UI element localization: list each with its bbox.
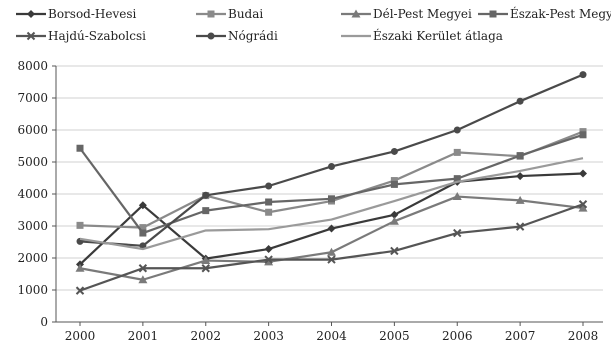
y-tick-label: 6000 [17,123,48,137]
data-point [390,147,398,155]
x-tick-label: 2006 [442,329,473,343]
y-tick-label: 4000 [17,187,48,201]
legend-label: Borsod-Hevesi [48,7,137,21]
data-point [327,224,336,233]
y-tick-label: 7000 [17,91,48,105]
data-point [138,264,148,273]
x-axis-ticks: 2000 2001 2002 2003 2004 2005 2006 2007 2008 [65,322,599,343]
series-4 [75,200,588,295]
data-point [453,148,461,156]
legend-entry: Északi Kerület átlaga [341,28,503,43]
series-5 [76,71,587,250]
legend-entry: Borsod-Hevesi [16,7,137,21]
series-2 [75,192,588,284]
legend-label: Nógrádi [228,29,278,43]
data-point [389,216,399,225]
y-tick-label: 0 [40,315,48,329]
data-point [453,126,461,134]
legend-entry: Dél-Pest Megyei [341,7,472,21]
legend-label: Hajdú-Szabolcsi [48,29,146,43]
data-point [516,172,525,181]
data-point [76,144,84,152]
y-tick-label: 2000 [17,251,48,265]
legend-entry: Nógrádi [196,29,278,43]
data-point [75,286,85,295]
gridlines [56,65,603,291]
x-tick-label: 2002 [190,329,221,343]
data-point [452,192,462,201]
data-point [201,256,211,265]
data-point [76,221,84,229]
data-point [515,195,525,204]
series-line [79,157,584,251]
x-tick-label: 2007 [505,329,536,343]
data-point [138,201,147,210]
legend-marker [27,10,35,18]
data-point [328,162,335,170]
legend: Borsod-Hevesi Budai Dél-Pest Megyei Észak-P… [16,6,611,43]
data-point [265,208,273,216]
data-point [139,224,147,232]
data-point [328,195,335,203]
data-point [516,97,524,105]
x-tick-label: 2001 [128,329,159,343]
y-tick-label: 8000 [17,59,48,73]
data-point [138,275,148,284]
legend-label: Budai [228,7,263,21]
data-point [264,245,273,254]
x-tick-label: 2008 [568,329,599,343]
data-point [453,175,461,183]
data-point [265,198,273,206]
series-3 [76,131,587,237]
data-point [515,222,525,231]
legend-marker [207,32,215,40]
data-point [75,263,85,272]
data-point [579,71,587,79]
x-tick-label: 2000 [65,329,96,343]
legend-marker [489,10,497,18]
data-point [327,247,336,256]
data-point [390,180,398,188]
legend-label: Dél-Pest Megyei [373,7,472,21]
series-group [75,71,588,295]
x-tick-label: 2005 [379,329,410,343]
y-tick-label: 1000 [17,283,48,297]
y-tick-label: 3000 [17,219,48,233]
data-point [578,203,588,212]
data-point [516,152,524,160]
data-point [201,264,210,273]
y-axis-ticks: 0 1000 2000 3000 4000 5000 6000 7000 8000 [17,59,56,329]
data-point [579,169,587,178]
data-point [578,200,588,209]
legend-entry: Hajdú-Szabolcsi [16,29,146,43]
series-6 [79,157,584,251]
data-point [579,131,587,139]
data-point [327,255,336,264]
data-point [264,255,273,264]
data-point [139,229,147,237]
legend-marker [351,9,361,18]
data-point [453,228,462,238]
legend-marker [207,10,215,18]
data-point [390,246,399,256]
data-point [265,182,273,190]
data-point [264,257,274,266]
y-tick-label: 5000 [17,155,48,169]
data-point [390,177,398,185]
x-tick-label: 2004 [316,329,347,343]
legend-entry: Észak-Pest Megyei [478,6,611,21]
legend-label: Észak-Pest Megyei [510,6,611,21]
x-tick-label: 2003 [253,329,284,343]
data-point [390,210,399,219]
legend-marker [26,31,36,41]
legend-entry: Budai [196,7,263,21]
legend-label: Északi Kerület átlaga [373,28,503,43]
data-point [202,191,210,199]
data-point [202,207,210,215]
